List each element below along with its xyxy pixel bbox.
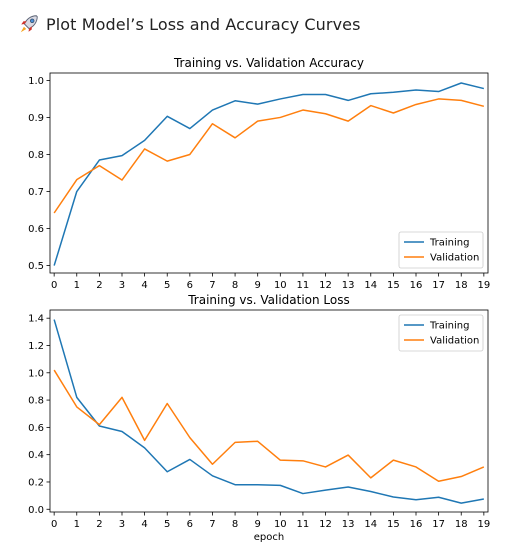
- series-line-training: [53, 319, 484, 504]
- y-tick-label: 0.6: [28, 224, 44, 235]
- y-tick-label: 0.8: [28, 396, 44, 407]
- x-tick-label: 18: [455, 519, 468, 530]
- legend: Training Validation: [398, 231, 484, 269]
- x-tick-label: 15: [387, 519, 400, 530]
- x-tick-label: 19: [477, 280, 490, 291]
- y-tick-label: 1.2: [28, 341, 44, 352]
- y-tick-label: 1.0: [28, 368, 44, 379]
- x-tick-label: 15: [387, 280, 400, 291]
- legend-box: [398, 231, 484, 269]
- x-tick-label: 2: [96, 280, 102, 291]
- x-tick-label: 9: [255, 280, 261, 291]
- x-tick-label: 12: [319, 280, 332, 291]
- plot-frame: [49, 309, 489, 513]
- y-tick-label: 0.4: [28, 450, 44, 461]
- page-title: Plot Model’s Loss and Accuracy Curves: [46, 14, 361, 34]
- x-tick-label: 12: [319, 519, 332, 530]
- x-tick-label: 5: [164, 280, 170, 291]
- plot-frame: [49, 72, 489, 274]
- legend-box: [398, 314, 484, 352]
- x-tick-label: 16: [410, 519, 423, 530]
- x-tick-label: 11: [297, 519, 310, 530]
- y-tick-label: 0.9: [28, 113, 44, 124]
- y-tick-label: 0.2: [28, 477, 44, 488]
- x-tick-label: 3: [119, 519, 125, 530]
- rocket-icon: [20, 15, 38, 33]
- x-tick-label: 6: [187, 519, 193, 530]
- y-tick-label: 0.6: [28, 423, 44, 434]
- y-tick-label: 1.4: [28, 314, 44, 325]
- legend-label-validation: Validation: [430, 253, 479, 264]
- x-tick-label: 1: [74, 519, 80, 530]
- y-tick-label: 0.0: [28, 505, 44, 516]
- series-line-validation: [53, 369, 485, 483]
- x-axis-label: epoch: [254, 532, 284, 543]
- x-tick-label: 7: [209, 280, 215, 291]
- x-tick-label: 16: [410, 280, 423, 291]
- x-tick-label: 13: [342, 519, 355, 530]
- x-tick-label: 4: [141, 280, 147, 291]
- x-tick-label: 3: [119, 280, 125, 291]
- x-tick-label: 14: [364, 519, 377, 530]
- series-line-training: [53, 82, 485, 266]
- x-tick-label: 2: [96, 519, 102, 530]
- y-tick-label: 1.0: [28, 76, 44, 87]
- x-tick-label: 13: [342, 280, 355, 291]
- y-tick-label: 0.8: [28, 150, 44, 161]
- x-tick-label: 9: [255, 519, 261, 530]
- legend-label-training: Training: [429, 321, 469, 332]
- x-tick-label: 10: [274, 280, 287, 291]
- y-tick-label: 0.5: [28, 261, 44, 272]
- x-tick-label: 5: [164, 519, 170, 530]
- x-tick-label: 10: [274, 519, 287, 530]
- x-tick-label: 17: [432, 280, 445, 291]
- legend-label-validation: Validation: [430, 336, 479, 347]
- x-tick-label: 8: [232, 519, 238, 530]
- y-tick-label: 0.7: [28, 187, 44, 198]
- x-tick-label: 19: [477, 519, 490, 530]
- x-tick-label: 4: [141, 519, 147, 530]
- legend: Training Validation: [398, 314, 484, 352]
- x-tick-label: 11: [297, 280, 310, 291]
- x-tick-label: 1: [74, 280, 80, 291]
- x-tick-label: 0: [51, 519, 57, 530]
- x-tick-label: 14: [364, 280, 377, 291]
- x-tick-label: 18: [455, 280, 468, 291]
- chart-title: Training vs. Validation Loss: [187, 293, 350, 307]
- chart-title: Training vs. Validation Accuracy: [173, 56, 364, 70]
- x-tick-label: 8: [232, 280, 238, 291]
- x-tick-label: 6: [187, 280, 193, 291]
- x-tick-label: 7: [209, 519, 215, 530]
- x-tick-label: 0: [51, 280, 57, 291]
- legend-label-training: Training: [429, 238, 469, 249]
- x-tick-label: 17: [432, 519, 445, 530]
- page-header: Plot Model’s Loss and Accuracy Curves: [18, 10, 361, 38]
- series-line-validation: [53, 98, 485, 214]
